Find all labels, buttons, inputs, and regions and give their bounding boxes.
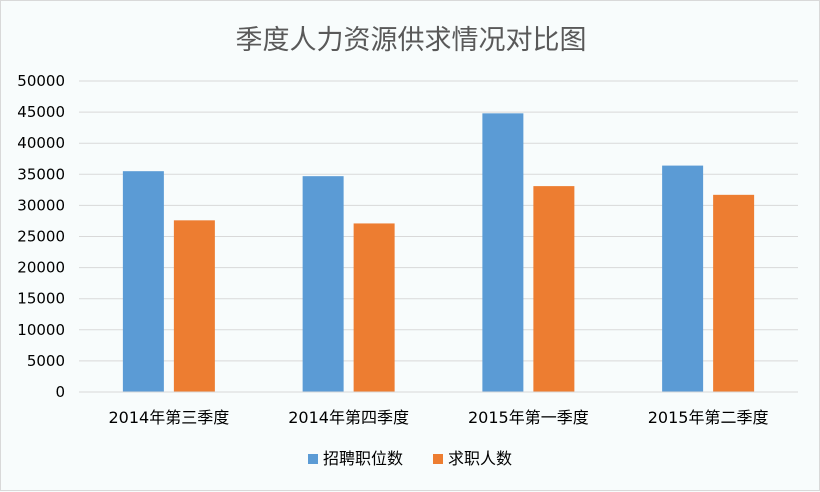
bar: [533, 186, 575, 392]
y-axis-ticks: 0 5000 10000 15000 20000 25000 30000 35000 40000…: [17, 72, 65, 401]
legend-label: 求职人数: [448, 449, 512, 468]
x-axis-labels: 2014年第三季度 2014年第四季度 2015年第一季度 2015年第二季度: [109, 408, 769, 427]
y-tick-label: 5000: [27, 352, 65, 370]
y-tick-label: 30000: [17, 196, 65, 214]
bar: [122, 171, 164, 392]
x-tick-label: 2015年第二季度: [648, 408, 769, 427]
bar: [173, 220, 215, 392]
y-tick-label: 45000: [17, 103, 65, 121]
legend-swatch: [433, 454, 443, 464]
bar: [662, 165, 704, 392]
bar: [353, 223, 395, 392]
chart-title: 季度人力资源供求情况对比图: [236, 25, 587, 56]
legend-label: 招聘职位数: [323, 449, 403, 468]
y-tick-label: 50000: [17, 72, 65, 90]
legend-swatch: [308, 454, 318, 464]
x-tick-label: 2014年第三季度: [109, 408, 230, 427]
y-tick-label: 25000: [17, 228, 65, 246]
bar: [713, 194, 755, 392]
y-tick-label: 35000: [17, 165, 65, 183]
y-tick-label: 20000: [17, 259, 65, 277]
y-tick-label: 40000: [17, 134, 65, 152]
bars: [122, 113, 755, 393]
x-tick-label: 2015年第一季度: [468, 408, 589, 427]
y-tick-label: 10000: [17, 321, 65, 339]
y-tick-label: 0: [55, 383, 65, 401]
bar: [482, 113, 524, 393]
x-tick-label: 2014年第四季度: [288, 408, 409, 427]
bar: [302, 176, 344, 392]
y-tick-label: 15000: [17, 290, 65, 308]
legend: 招聘职位数 求职人数: [308, 449, 512, 468]
